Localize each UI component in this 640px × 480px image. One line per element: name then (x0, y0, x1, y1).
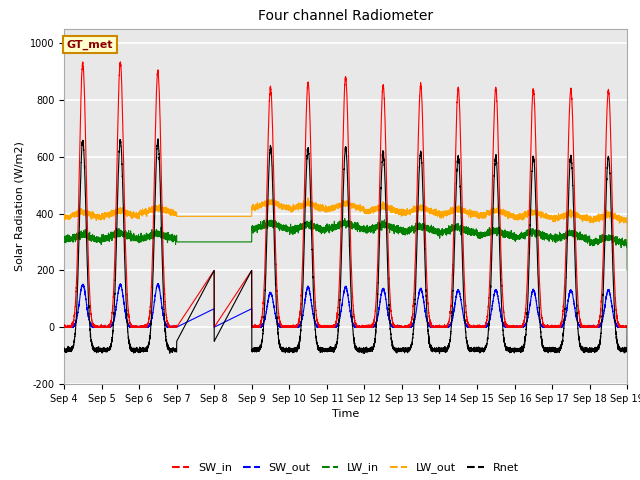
Rnet (623, 324, 631, 330)
Rnet (180, 324, 188, 329)
LW_in (621, 242, 629, 248)
LW_in (175, 239, 182, 245)
LW_out (504, 211, 511, 216)
Line: Rnet: Rnet (64, 139, 627, 354)
SW_out (504, 324, 511, 330)
Y-axis label: Solar Radiation (W/m2): Solar Radiation (W/m2) (14, 142, 24, 271)
LW_out (424, 209, 431, 215)
LW_in (180, 239, 188, 245)
LW_out (623, 239, 631, 245)
Rnet (436, 351, 444, 357)
SW_out (60, 324, 68, 330)
SW_out (424, 319, 431, 324)
LW_out (621, 218, 629, 224)
SW_in (504, 322, 511, 328)
SW_in (79, 59, 86, 65)
SW_in (60, 324, 68, 330)
SW_in (271, 222, 279, 228)
LW_out (175, 214, 182, 219)
Rnet (424, 318, 431, 324)
SW_out (180, 321, 188, 326)
Rnet (504, 347, 511, 353)
LW_in (60, 235, 68, 241)
SW_in (175, 321, 182, 327)
Legend: SW_in, SW_out, LW_in, LW_out, Rnet: SW_in, SW_out, LW_in, LW_out, Rnet (168, 458, 524, 478)
LW_out (304, 195, 312, 201)
LW_in (623, 267, 631, 273)
Rnet (271, 260, 279, 266)
SW_in (621, 324, 629, 330)
Text: GT_met: GT_met (67, 39, 113, 50)
SW_out (175, 324, 182, 329)
Rnet (621, 348, 629, 354)
SW_out (271, 310, 279, 315)
Rnet (154, 136, 162, 142)
Line: LW_in: LW_in (64, 218, 627, 270)
LW_out (271, 200, 278, 205)
LW_in (341, 216, 349, 221)
LW_in (424, 227, 431, 232)
X-axis label: Time: Time (332, 409, 359, 419)
LW_out (60, 215, 68, 220)
SW_in (623, 324, 631, 330)
Title: Four channel Radiometer: Four channel Radiometer (258, 10, 433, 24)
Line: LW_out: LW_out (64, 198, 627, 242)
Line: SW_in: SW_in (64, 62, 627, 327)
SW_in (180, 312, 188, 318)
Rnet (175, 335, 182, 340)
LW_in (504, 232, 511, 238)
SW_in (424, 291, 431, 297)
LW_in (271, 223, 278, 228)
SW_out (621, 324, 629, 330)
Rnet (60, 345, 68, 350)
SW_out (623, 324, 631, 330)
LW_out (180, 214, 188, 219)
SW_out (154, 281, 162, 287)
Line: SW_out: SW_out (64, 284, 627, 327)
